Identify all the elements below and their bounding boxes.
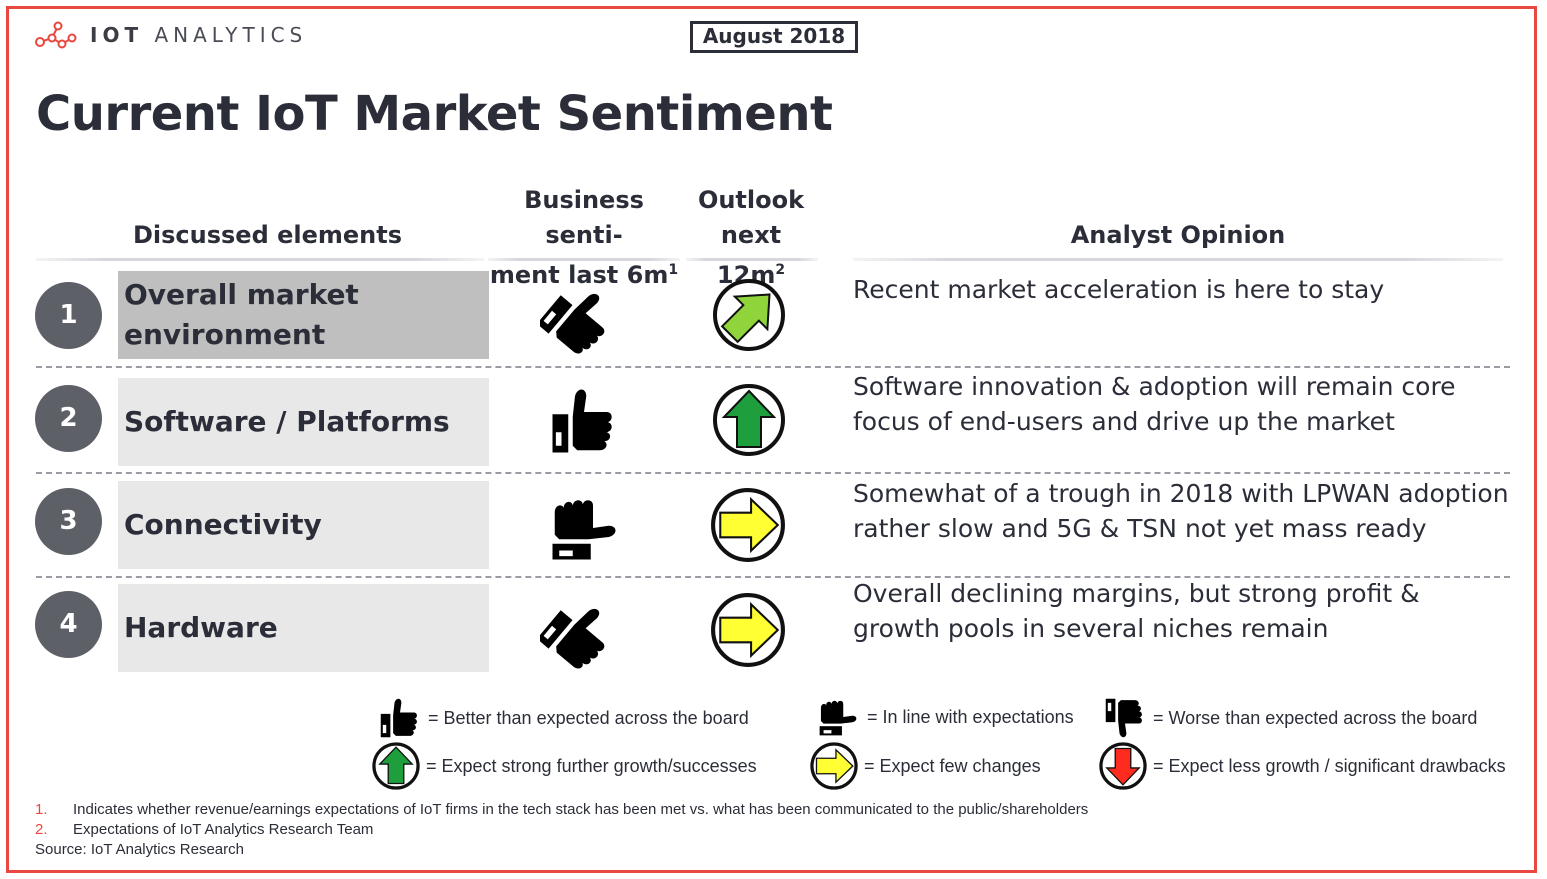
header-underline [686,258,818,261]
analyst-opinion: Overall declining margins, but strong pr… [853,579,1420,643]
legend-thumb-side: = In line with expectations [815,696,1074,738]
legend-arrow-right: = Expect few changes [810,742,1041,790]
yellow-right-arrow-icon [711,593,785,667]
thumb-up-icon [380,698,417,738]
row-number-badge: 3 [35,488,102,555]
logo-wordmark: IOT ANALYTICS [90,23,308,47]
header-underline [853,258,1503,261]
page-frame [6,6,1537,873]
analyst-opinion: Somewhat of a trough in 2018 with LPWAN … [853,479,1509,543]
iot-analytics-logo: IOT ANALYTICS [34,20,307,50]
thumb-down-icon [1105,698,1142,738]
green-up-arrow-icon [713,384,785,456]
column-header-outlook: Outlook next 12m2 [697,186,805,289]
legend-arrow-up: = Expect strong further growth/successes [372,742,757,790]
red-down-arrow-icon [1099,742,1147,790]
page-title: Current IoT Market Sentiment [36,86,833,142]
header-underline [36,258,484,261]
element-label: Overall market environment [118,271,489,359]
thumb-sideways-icon [819,700,857,736]
legend-arrow-down: = Expect less growth / significant drawb… [1099,742,1506,790]
element-label: Hardware [118,584,489,672]
footnote-2: 2. Expectations of IoT Analytics Research… [35,821,374,838]
element-label: Connectivity [118,481,489,569]
row-divider [36,366,1510,368]
column-header-elements: Discussed elements [132,221,403,249]
green-up-arrow-icon [372,742,420,790]
row-divider [36,472,1510,474]
header-underline [488,258,680,261]
yellow-right-arrow-icon [810,742,858,790]
column-header-opinion: Analyst Opinion [1070,221,1286,249]
element-label: Software / Platforms [118,378,489,466]
row-number-badge: 2 [35,385,102,452]
row-divider [36,576,1510,578]
green-diagonal-up-arrow-icon [713,279,785,351]
footnote-1: 1. Indicates whether revenue/earnings exp… [35,801,1089,818]
thumb-up-tilted-icon [540,285,620,355]
molecule-icon [35,21,77,49]
source-note: Source: IoT Analytics Research [35,841,244,858]
analyst-opinion: Recent market acceleration is here to st… [853,275,1385,304]
row-number-badge: 1 [35,282,102,349]
thumb-sideways-icon [552,500,616,560]
yellow-right-arrow-icon [711,488,785,562]
analyst-opinion: Software innovation & adoption will rema… [853,372,1456,436]
thumb-up-icon [552,389,612,453]
date-badge: August 2018 [690,21,858,53]
thumb-up-tilted-icon [540,600,620,670]
row-number-badge: 4 [35,591,102,658]
legend-thumb-down: = Worse than expected across the board [1103,696,1477,740]
legend-thumb-up: = Better than expected across the board [378,696,749,740]
column-header-sentiment: Business senti- ment last 6m1 [489,186,679,289]
